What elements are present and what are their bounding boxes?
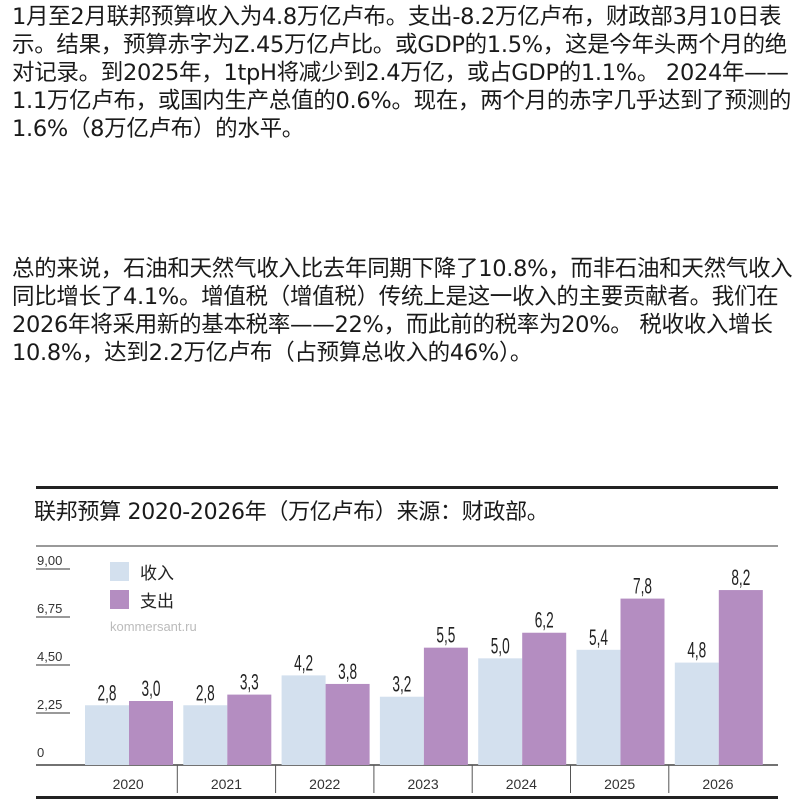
chart-top-rule [36, 486, 778, 489]
chart-plot: 0 2,25 4,50 6,75 9,00 2020 2,8 3,0 2021 2,8 3,3 202… [36, 553, 778, 793]
y-tick-label: 4,50 [37, 649, 62, 664]
bar-income [576, 649, 621, 765]
bar-income [478, 658, 523, 765]
x-tick-label: 2023 [407, 776, 438, 792]
y-tick-label: 2,25 [37, 697, 62, 712]
paragraph-2: 总的来说，石油和天然气收入比去年同期下降了10.8%，而非石油和天然气收入同比增… [12, 256, 793, 366]
bar-expense [227, 694, 272, 765]
legend-swatch [110, 562, 129, 581]
data-label: 2,8 [196, 680, 215, 705]
budget-chart: 联邦预算 2020-2026年（万亿卢布）来源：财政部。 0 2,25 4,50 6,… [0, 480, 811, 811]
x-tick-label: 2024 [506, 776, 537, 792]
x-tick-label: 2025 [604, 776, 635, 792]
bar-expense [718, 590, 763, 765]
bar-income [674, 662, 719, 765]
bar-income [85, 705, 129, 765]
bar-expense [620, 598, 665, 765]
bar-income [183, 705, 228, 765]
y-tick-label: 6,75 [37, 601, 62, 616]
legend-label: 收入 [140, 564, 174, 584]
chart-title: 联邦预算 2020-2026年（万亿卢布）来源：财政部。 [34, 500, 549, 525]
data-label: 3,0 [142, 676, 161, 701]
y-tick-label: 9,00 [37, 553, 62, 568]
data-label: 3,8 [338, 659, 357, 684]
data-label: 7,8 [633, 573, 652, 598]
legend-label: 支出 [140, 592, 174, 612]
chart-header-rule [36, 545, 778, 547]
bar-expense [522, 632, 567, 765]
legend-swatch [110, 590, 129, 609]
data-label: 3,2 [392, 671, 411, 696]
data-label: 8,2 [731, 565, 750, 590]
bar-expense [325, 683, 370, 765]
bar-expense [129, 701, 173, 765]
x-tick-label: 2021 [211, 776, 242, 792]
x-tick-label: 2020 [113, 776, 144, 792]
data-label: 5,5 [436, 622, 455, 647]
chart-bottom-rule [36, 796, 778, 799]
data-label: 2,8 [98, 680, 117, 705]
x-tick-label: 2026 [702, 776, 733, 792]
bar-expense [423, 647, 468, 765]
data-label: 6,2 [535, 607, 554, 632]
paragraph-1: 1月至2月联邦预算收入为4.8万亿卢布。支出-8.2万亿卢布，财政部3月10日表… [12, 4, 792, 142]
data-label: 3,3 [240, 669, 259, 694]
data-label: 4,2 [294, 650, 313, 675]
data-label: 5,4 [589, 624, 608, 649]
y-tick-label: 0 [37, 745, 44, 760]
bar-income [379, 696, 424, 765]
bar-income [281, 675, 326, 765]
data-label: 5,0 [491, 633, 510, 658]
x-tick-label: 2022 [309, 776, 340, 792]
data-label: 4,8 [687, 637, 706, 662]
watermark: kommersant.ru [110, 619, 197, 634]
